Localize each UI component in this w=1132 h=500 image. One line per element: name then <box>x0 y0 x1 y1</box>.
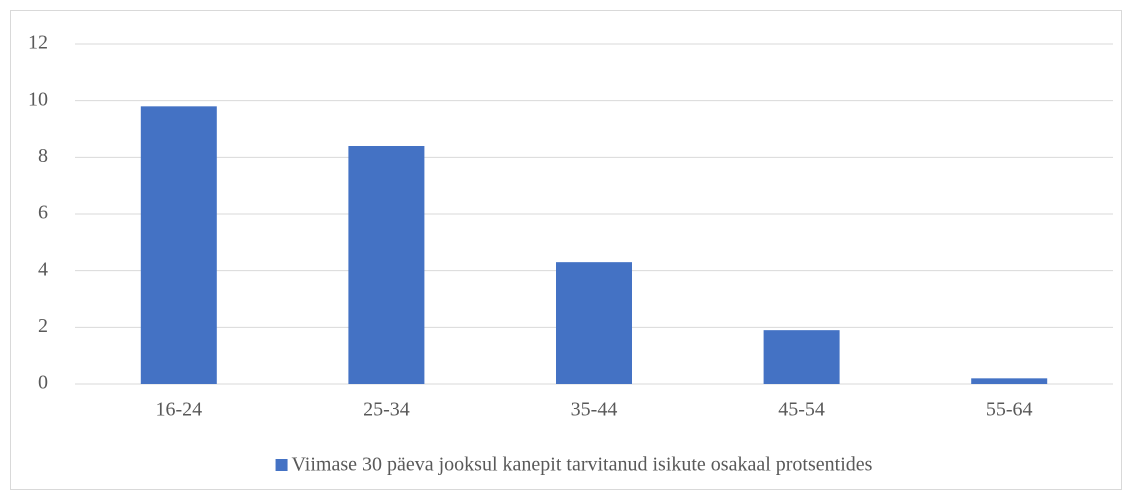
x-tick-label: 55-64 <box>986 399 1033 421</box>
legend-label: Viimase 30 päeva jooksul kanepit tarvita… <box>292 454 873 476</box>
x-tick-label: 45-54 <box>778 399 825 421</box>
bar <box>140 106 217 384</box>
y-tick-label: 12 <box>28 32 48 54</box>
y-tick-label: 0 <box>38 372 48 394</box>
bar <box>348 146 425 384</box>
legend-swatch <box>275 459 288 471</box>
bar <box>763 330 840 384</box>
bar <box>971 378 1048 384</box>
x-tick-label: 35-44 <box>571 399 618 421</box>
x-tick-label: 25-34 <box>363 399 410 421</box>
y-tick-label: 4 <box>38 258 48 280</box>
x-tick-label: 16-24 <box>155 399 202 421</box>
y-tick-label: 8 <box>38 145 48 167</box>
y-tick-label: 2 <box>38 315 48 337</box>
bar <box>556 262 632 384</box>
y-tick-label: 6 <box>38 202 48 224</box>
y-tick-label: 10 <box>28 88 48 110</box>
